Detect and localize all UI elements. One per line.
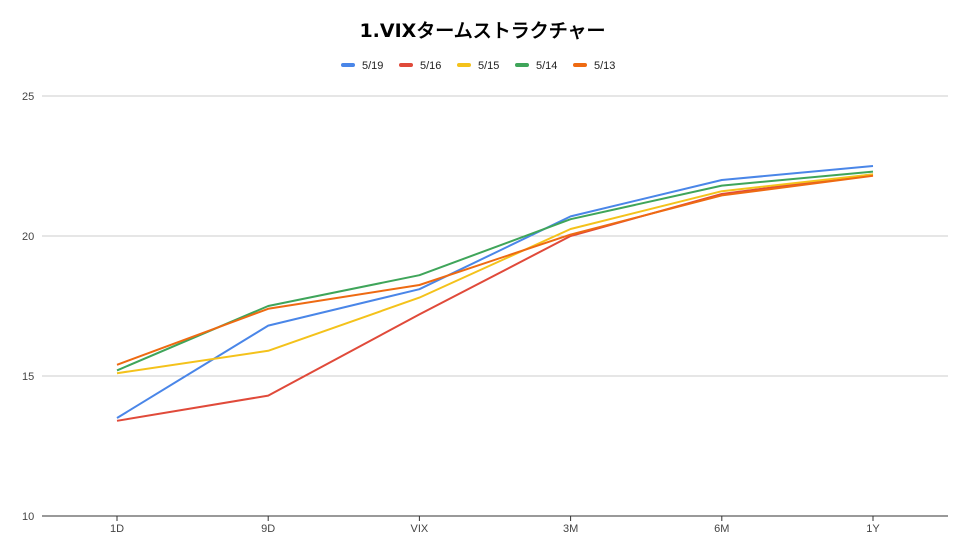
x-tick-label: 6M	[714, 523, 729, 535]
x-tick-label: 1D	[110, 523, 124, 535]
y-tick-label: 25	[22, 91, 34, 103]
x-tick-label: 9D	[261, 523, 275, 535]
series-line-5-15	[116, 173, 874, 375]
gridlines	[42, 95, 948, 517]
y-tick-label: 15	[22, 371, 34, 383]
series-line-5-19	[116, 165, 874, 419]
legend-swatch	[573, 63, 587, 67]
legend-label: 5/14	[536, 60, 557, 72]
legend-label: 5/15	[478, 60, 499, 72]
x-tick-label: 3M	[563, 523, 578, 535]
legend-label: 5/16	[420, 60, 441, 72]
legend-label: 5/19	[362, 60, 383, 72]
legend-swatch	[341, 63, 355, 67]
series-line-5-13	[116, 174, 874, 366]
y-tick-label: 10	[22, 511, 34, 523]
series-line-5-16	[116, 173, 874, 422]
legend: 5/19 5/16 5/15 5/14 5/13	[341, 60, 615, 72]
legend-label: 5/13	[594, 60, 615, 72]
legend-swatch	[457, 63, 471, 67]
x-tick-label: VIX	[411, 523, 429, 535]
legend-swatch	[399, 63, 413, 67]
y-tick-label: 20	[22, 231, 34, 243]
x-tick-label: 1Y	[866, 523, 880, 535]
series-line-5-14	[116, 170, 874, 372]
series-lines	[116, 165, 874, 422]
chart-title: 1.VIXタームストラクチャー	[359, 20, 606, 42]
legend-swatch	[515, 63, 529, 67]
axes: 10 15 20 25 1D 9D VIX 3M 6M 1Y	[22, 91, 880, 535]
